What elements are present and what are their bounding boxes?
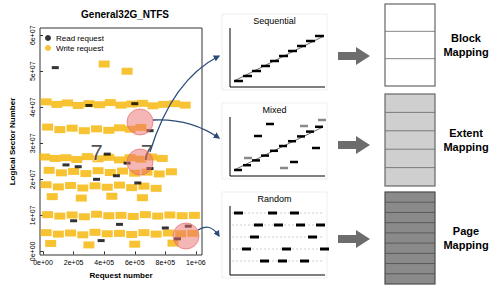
svg-text:6e+05: 6e+05 [125,259,145,266]
svg-text:Random: Random [257,194,291,204]
svg-text:Block: Block [451,32,482,44]
svg-text:Page: Page [453,225,479,237]
svg-text:1e+06: 1e+06 [186,259,206,266]
svg-text:0e+00: 0e+00 [29,241,36,262]
svg-text:5e+07: 5e+07 [29,61,36,81]
svg-text:4e+05: 4e+05 [94,259,114,266]
svg-text:7: 7 [90,140,102,165]
svg-text:1e+07: 1e+07 [29,205,36,225]
svg-text:2e+05: 2e+05 [64,259,84,266]
svg-text:Write request: Write request [56,44,104,53]
svg-text:Extent: Extent [449,127,483,139]
svg-text:Mapping: Mapping [443,239,488,251]
svg-text:Read request: Read request [56,34,105,43]
svg-text:8e+05: 8e+05 [155,259,175,266]
svg-text:Sequential: Sequential [253,16,296,26]
svg-text:Mapping: Mapping [443,46,488,58]
svg-text:3e+07: 3e+07 [29,133,36,153]
svg-text:Request number: Request number [89,271,152,280]
svg-text:Logical Sector Number: Logical Sector Number [8,98,17,186]
svg-text:Mapping: Mapping [443,141,488,153]
svg-text:6e+07: 6e+07 [29,25,36,45]
svg-text:Mixed: Mixed [262,105,286,115]
svg-text:7: 7 [141,140,153,165]
svg-text:2e+07: 2e+07 [29,169,36,189]
svg-text:0e+00: 0e+00 [33,259,53,266]
svg-text:General32G_NTFS: General32G_NTFS [81,9,169,20]
svg-text:4e+07: 4e+07 [29,97,36,117]
